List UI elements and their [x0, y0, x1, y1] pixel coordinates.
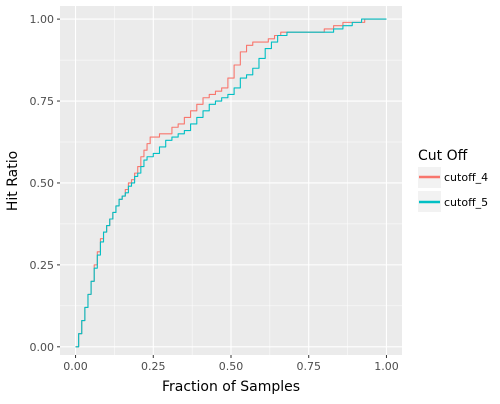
x-tick-label: 0.25 — [141, 360, 166, 373]
legend: Cut Off cutoff_4 cutoff_5 — [418, 148, 488, 212]
y-tick-label: 0.25 — [30, 259, 55, 272]
x-tick-label: 0.00 — [63, 360, 88, 373]
legend-label-cutoff-5: cutoff_5 — [444, 196, 488, 209]
y-axis: 0.00 0.25 0.50 0.75 1.00 — [30, 13, 60, 354]
y-tick-label: 0.50 — [30, 177, 55, 190]
x-axis-title: Fraction of Samples — [162, 379, 300, 395]
legend-title: Cut Off — [418, 148, 468, 164]
x-axis: 0.00 0.25 0.50 0.75 1.00 — [63, 355, 399, 373]
y-axis-title: Hit Ratio — [5, 151, 21, 211]
legend-label-cutoff-4: cutoff_4 — [444, 171, 488, 184]
x-tick-label: 1.00 — [374, 360, 399, 373]
series-line-cutoff-5 — [75, 18, 387, 348]
series-layer — [75, 18, 387, 348]
x-tick-label: 0.50 — [219, 360, 244, 373]
x-tick-label: 0.75 — [296, 360, 321, 373]
y-tick-label: 0.75 — [30, 95, 55, 108]
major-gridlines — [60, 6, 402, 355]
y-tick-label: 1.00 — [30, 13, 55, 26]
y-tick-label: 0.00 — [30, 341, 55, 354]
